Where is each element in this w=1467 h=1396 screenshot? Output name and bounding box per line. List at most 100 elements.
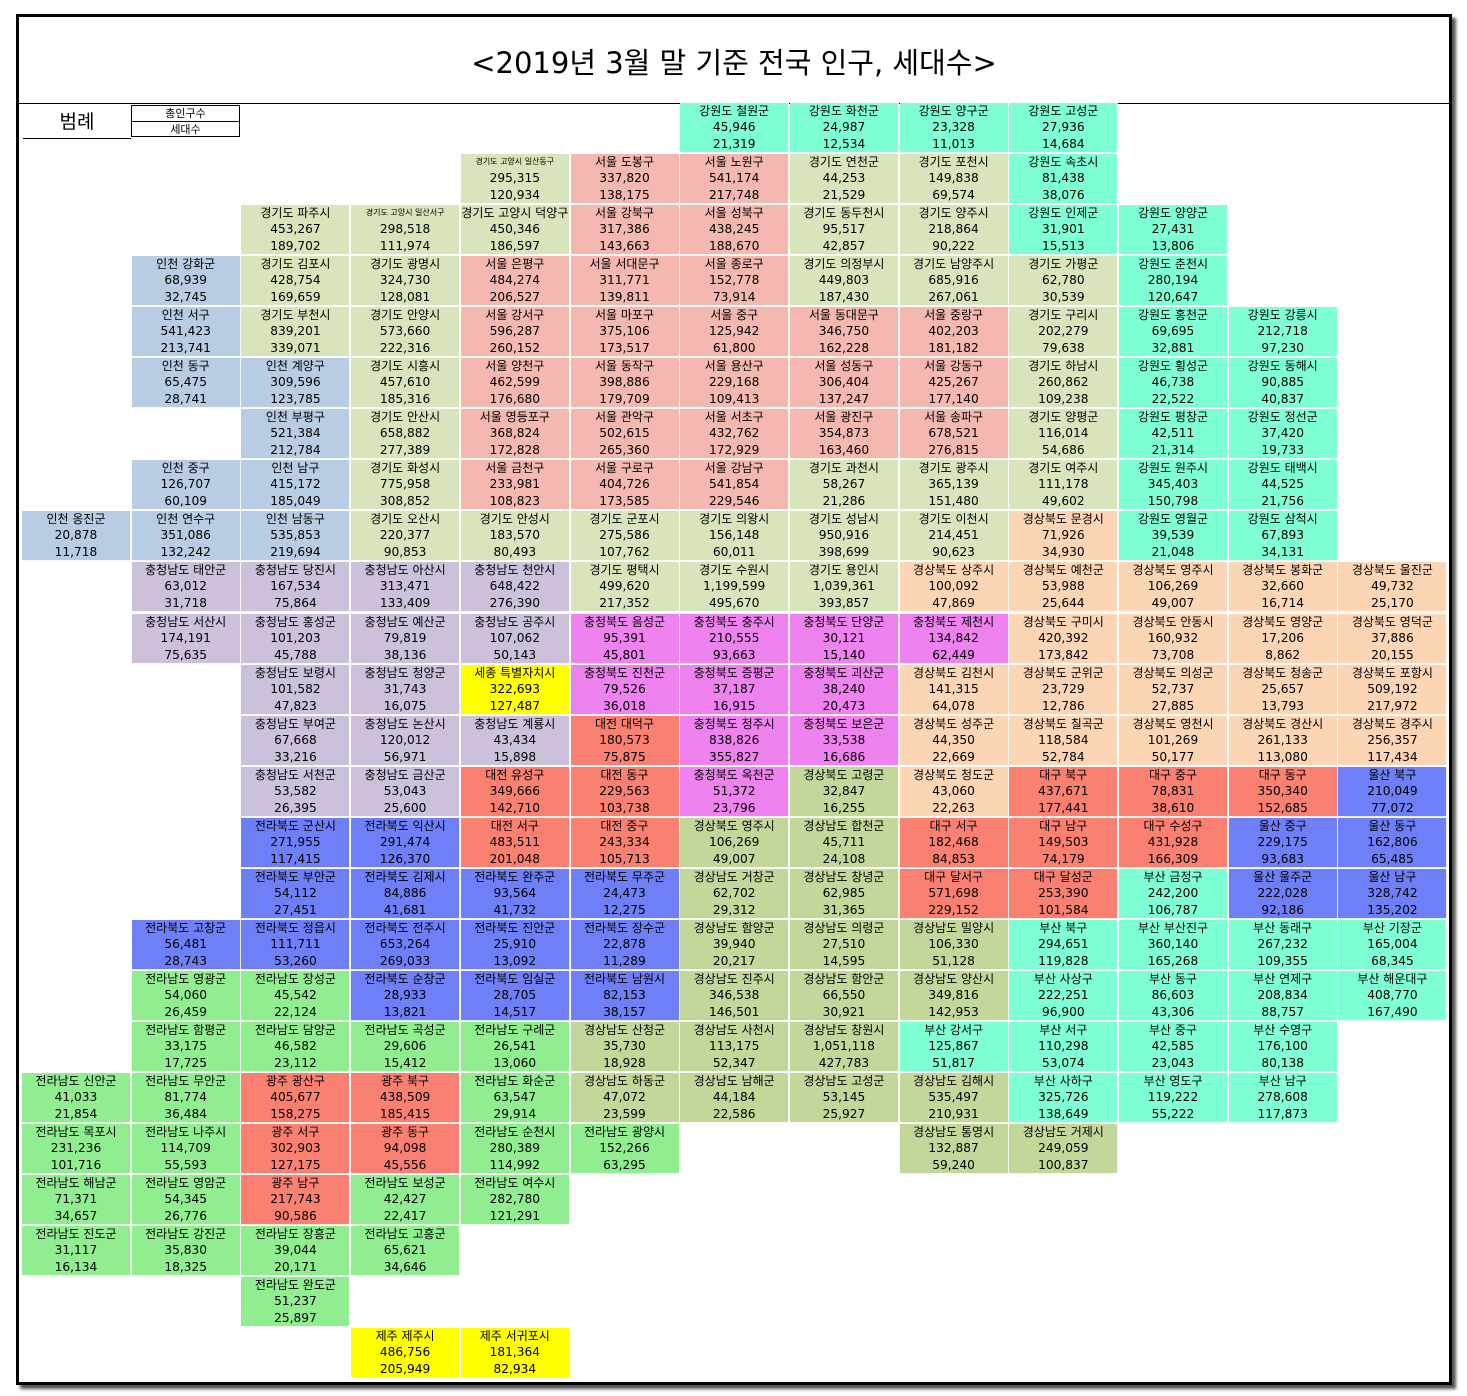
- population-value: 27,431: [1151, 222, 1195, 237]
- population-value: 509,192: [1367, 681, 1418, 696]
- region-name: 경상북도 봉화군: [1242, 563, 1324, 578]
- population-value: 449,803: [818, 273, 870, 288]
- region-cell: 경기도 광명시 324,730 128,081: [351, 256, 461, 307]
- population-value: 325,726: [1038, 1089, 1089, 1104]
- region-cell: 서울 동대문구 346,750 162,228: [789, 307, 899, 358]
- population-value: 1,051,118: [812, 1038, 875, 1053]
- region-name: 경상북도 영천시: [1132, 716, 1214, 731]
- households-value: 217,352: [599, 596, 650, 611]
- region-name: 충청남도 홍성군: [254, 614, 336, 629]
- region-name: 강원도 삼척시: [1247, 512, 1318, 527]
- region-name: 부산 중구: [1149, 1022, 1197, 1037]
- population-value: 100,092: [928, 579, 979, 594]
- population-value: 596,287: [489, 324, 540, 339]
- region-name: 경기도 포천시: [918, 155, 989, 170]
- households-value: 187,430: [818, 290, 870, 305]
- region-name: 경상북도 칠곡군: [1022, 716, 1104, 731]
- region-cell: 전라남도 장성군 45,542 22,124: [241, 970, 351, 1021]
- region-name: 전라북도 임실군: [474, 971, 556, 986]
- region-name: 강원도 태백시: [1247, 461, 1318, 476]
- region-cell: 경기도 용인시 1,039,361 393,857: [789, 562, 899, 613]
- households-value: 20,473: [822, 698, 866, 713]
- population-value: 27,936: [1041, 120, 1085, 134]
- region-cell: 전라남도 진도군 31,117 16,134: [22, 1226, 131, 1277]
- region-cell: 충청남도 예산군 79,819 38,136: [351, 613, 461, 664]
- households-value: 21,314: [1151, 443, 1195, 458]
- region-cell: 경상남도 함안군 66,550 30,921: [789, 970, 899, 1021]
- region-cell: 경상남도 합천군 45,711 24,108: [789, 817, 899, 868]
- region-cell: 경기도 화성시 775,958 308,852: [351, 460, 461, 511]
- households-value: 62,449: [932, 647, 975, 662]
- population-value: 346,538: [708, 987, 760, 1002]
- households-value: 213,741: [160, 341, 211, 356]
- population-value: 428,754: [270, 273, 321, 288]
- population-value: 46,582: [274, 1038, 317, 1053]
- households-value: 56,971: [383, 749, 427, 764]
- region-name: 울산 남구: [1368, 869, 1417, 884]
- region-name: 전라남도 목포시: [35, 1125, 117, 1139]
- households-value: 18,928: [603, 1055, 646, 1070]
- region-name: 전라남도 진도군: [35, 1227, 117, 1242]
- population-value: 280,194: [1147, 273, 1199, 288]
- households-value: 105,713: [599, 851, 650, 866]
- households-value: 36,018: [603, 698, 646, 713]
- population-value: 535,853: [270, 528, 321, 543]
- region-name: 강원도 속초시: [1028, 155, 1099, 170]
- population-value: 45,946: [712, 120, 756, 134]
- population-value: 309,596: [270, 375, 321, 390]
- region-cell: 강원도 강릉시 212,718 97,230: [1228, 307, 1338, 358]
- region-name: 인천 부평구: [265, 410, 325, 425]
- population-value: 306,404: [818, 375, 870, 390]
- region-name: 경상북도 포항시: [1351, 665, 1433, 680]
- population-value: 349,666: [489, 783, 540, 798]
- region-cell: 대전 동구 229,563 103,738: [570, 766, 680, 817]
- households-value: 53,260: [274, 953, 317, 968]
- region-name: 충청북도 제천시: [913, 614, 995, 629]
- households-value: 222,316: [379, 341, 431, 356]
- region-name: 서울 중구: [710, 308, 759, 323]
- region-cell: 광주 서구 302,903 127,175: [241, 1124, 351, 1174]
- region-name: 경상남도 남해군: [693, 1073, 775, 1088]
- region-name: 강원도 동해시: [1247, 359, 1318, 374]
- households-value: 146,501: [708, 1004, 760, 1019]
- region-name: 충청남도 아산시: [364, 563, 446, 578]
- region-name: 서울 영등포구: [479, 410, 550, 425]
- region-cell: 경상북도 의성군 52,737 27,885: [1119, 664, 1228, 715]
- households-value: 172,828: [489, 443, 540, 458]
- households-value: 185,415: [379, 1106, 431, 1121]
- households-value: 45,788: [274, 647, 317, 662]
- region-name: 부산 남구: [1258, 1073, 1307, 1088]
- region-name: 경상북도 영주시: [1132, 563, 1214, 578]
- region-cell: 충청북도 단양군 30,121 15,140: [789, 613, 899, 664]
- region-cell: 대전 대덕구 180,573 75,875: [570, 715, 680, 766]
- region-name: 전라북도 김제시: [364, 869, 446, 884]
- population-value: 26,541: [493, 1038, 537, 1053]
- region-cell: 인천 동구 65,475 28,741: [131, 358, 241, 409]
- region-name: 경상북도 청도군: [913, 767, 995, 782]
- region-name: 울산 동구: [1368, 818, 1417, 833]
- population-value: 398,886: [599, 375, 650, 390]
- population-value: 152,778: [708, 273, 760, 288]
- population-value: 351,086: [160, 528, 211, 543]
- region-name: 전라북도 완주군: [474, 869, 556, 884]
- region-name: 강원도 양구군: [918, 104, 989, 118]
- region-cell: 서울 노원구 541,174 217,748: [680, 154, 790, 205]
- region-name: 부산 연제구: [1253, 971, 1313, 986]
- households-value: 14,595: [822, 953, 866, 968]
- population-value: 222,028: [1257, 885, 1308, 900]
- region-name: 경기도 연천군: [808, 155, 879, 170]
- region-name: 전라남도 나주시: [145, 1125, 227, 1139]
- population-value: 71,926: [1041, 528, 1085, 543]
- region-name: 충청남도 태안군: [145, 563, 227, 578]
- region-cell: 경상남도 밀양시 106,330 51,128: [899, 919, 1009, 970]
- region-cell: 경기도 군포시 275,586 107,762: [570, 511, 680, 562]
- region-name: 경기도 용인시: [808, 563, 879, 578]
- households-value: 22,669: [932, 749, 975, 764]
- region-name: 경기도 수원시: [699, 563, 770, 578]
- region-cell: 경상북도 경주시 256,357 117,434: [1338, 715, 1448, 766]
- region-cell: 경기도 하남시 260,862 109,238: [1009, 358, 1119, 409]
- region-cell: 부산 북구 294,651 119,828: [1009, 919, 1119, 970]
- households-value: 176,680: [489, 392, 540, 407]
- region-name: 서울 관악구: [594, 410, 654, 425]
- region-cell: 전라북도 익산시 291,474 126,370: [351, 817, 461, 868]
